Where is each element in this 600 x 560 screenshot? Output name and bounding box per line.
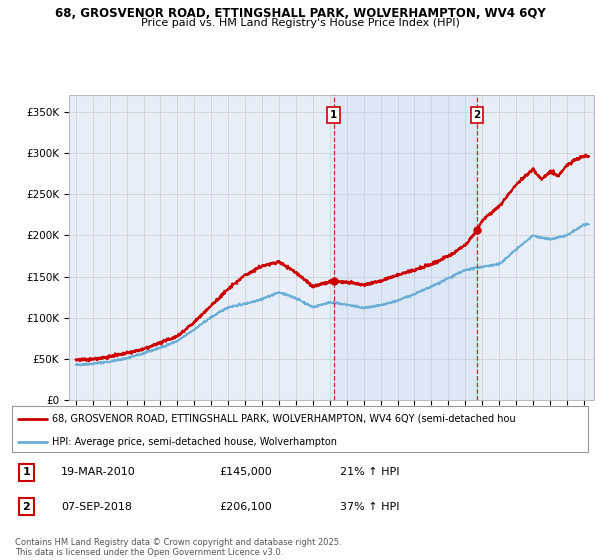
Text: HPI: Average price, semi-detached house, Wolverhampton: HPI: Average price, semi-detached house,… [52, 437, 337, 447]
Text: Contains HM Land Registry data © Crown copyright and database right 2025.
This d: Contains HM Land Registry data © Crown c… [15, 538, 341, 557]
Text: 1: 1 [23, 468, 30, 477]
Text: 1: 1 [330, 110, 337, 120]
Text: 21% ↑ HPI: 21% ↑ HPI [340, 468, 400, 477]
Text: 2: 2 [23, 502, 30, 511]
Text: £206,100: £206,100 [220, 502, 272, 511]
Text: 37% ↑ HPI: 37% ↑ HPI [340, 502, 400, 511]
Text: 68, GROSVENOR ROAD, ETTINGSHALL PARK, WOLVERHAMPTON, WV4 6QY (semi-detached hou: 68, GROSVENOR ROAD, ETTINGSHALL PARK, WO… [52, 414, 516, 424]
Text: 2: 2 [473, 110, 481, 120]
Text: Price paid vs. HM Land Registry's House Price Index (HPI): Price paid vs. HM Land Registry's House … [140, 18, 460, 29]
Text: 68, GROSVENOR ROAD, ETTINGSHALL PARK, WOLVERHAMPTON, WV4 6QY: 68, GROSVENOR ROAD, ETTINGSHALL PARK, WO… [55, 7, 545, 20]
Text: 19-MAR-2010: 19-MAR-2010 [61, 468, 136, 477]
Text: £145,000: £145,000 [220, 468, 272, 477]
Text: 07-SEP-2018: 07-SEP-2018 [61, 502, 132, 511]
Bar [334, 95, 477, 400]
